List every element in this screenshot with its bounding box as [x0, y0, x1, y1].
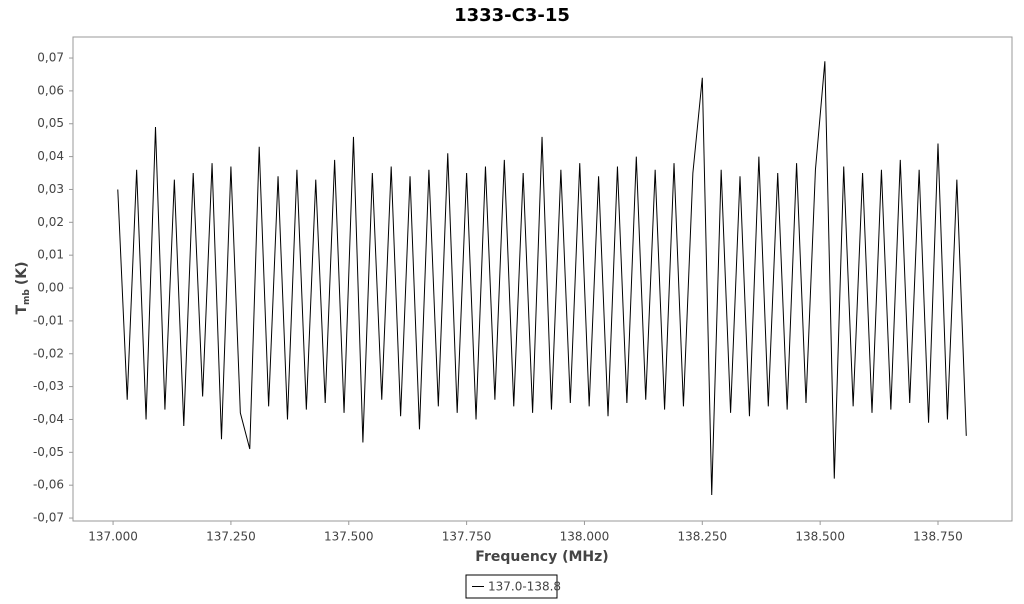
x-tick-label: 138.500 — [795, 530, 845, 544]
y-tick-label: 0,03 — [37, 182, 64, 196]
legend-label: 137.0-138.8 — [488, 580, 561, 594]
y-label-main: T — [14, 305, 30, 315]
x-tick-label: 137.500 — [324, 530, 374, 544]
y-tick-label: 0,07 — [37, 51, 64, 65]
y-tick-label: 0,06 — [37, 83, 64, 97]
y-tick-label: -0,04 — [33, 412, 64, 426]
x-tick-label: 138.250 — [677, 530, 727, 544]
y-tick-label: -0,07 — [33, 511, 64, 525]
x-tick-label: 137.000 — [88, 530, 138, 544]
y-tick-label: -0,01 — [33, 313, 64, 327]
y-label-unit: (K) — [14, 261, 30, 285]
x-axis-label: Frequency (MHz) — [475, 549, 608, 565]
y-tick-label: 0,01 — [37, 248, 64, 262]
legend-box — [465, 574, 558, 599]
x-tick-label: 138.750 — [913, 530, 963, 544]
chart-title: 1333-C3-15 — [454, 5, 570, 26]
y-tick-label: -0,03 — [33, 379, 64, 393]
series-line — [117, 61, 967, 496]
y-label-sub: mb — [22, 289, 32, 305]
y-axis-label: Tmb (K) — [14, 261, 32, 314]
y-tick-label: 0,04 — [37, 149, 64, 163]
y-tick-label: 0,05 — [37, 116, 64, 130]
y-tick-label: 0,02 — [37, 215, 64, 229]
x-tick-label: 138.000 — [560, 530, 610, 544]
y-tick-label: -0,05 — [33, 445, 64, 459]
x-tick-label: 137.750 — [442, 530, 492, 544]
x-tick-label: 137.250 — [206, 530, 256, 544]
y-tick-label: -0,02 — [33, 346, 64, 360]
y-tick-label: 0,00 — [37, 281, 64, 295]
plot-frame — [72, 36, 1013, 522]
y-tick-label: -0,06 — [33, 478, 64, 492]
